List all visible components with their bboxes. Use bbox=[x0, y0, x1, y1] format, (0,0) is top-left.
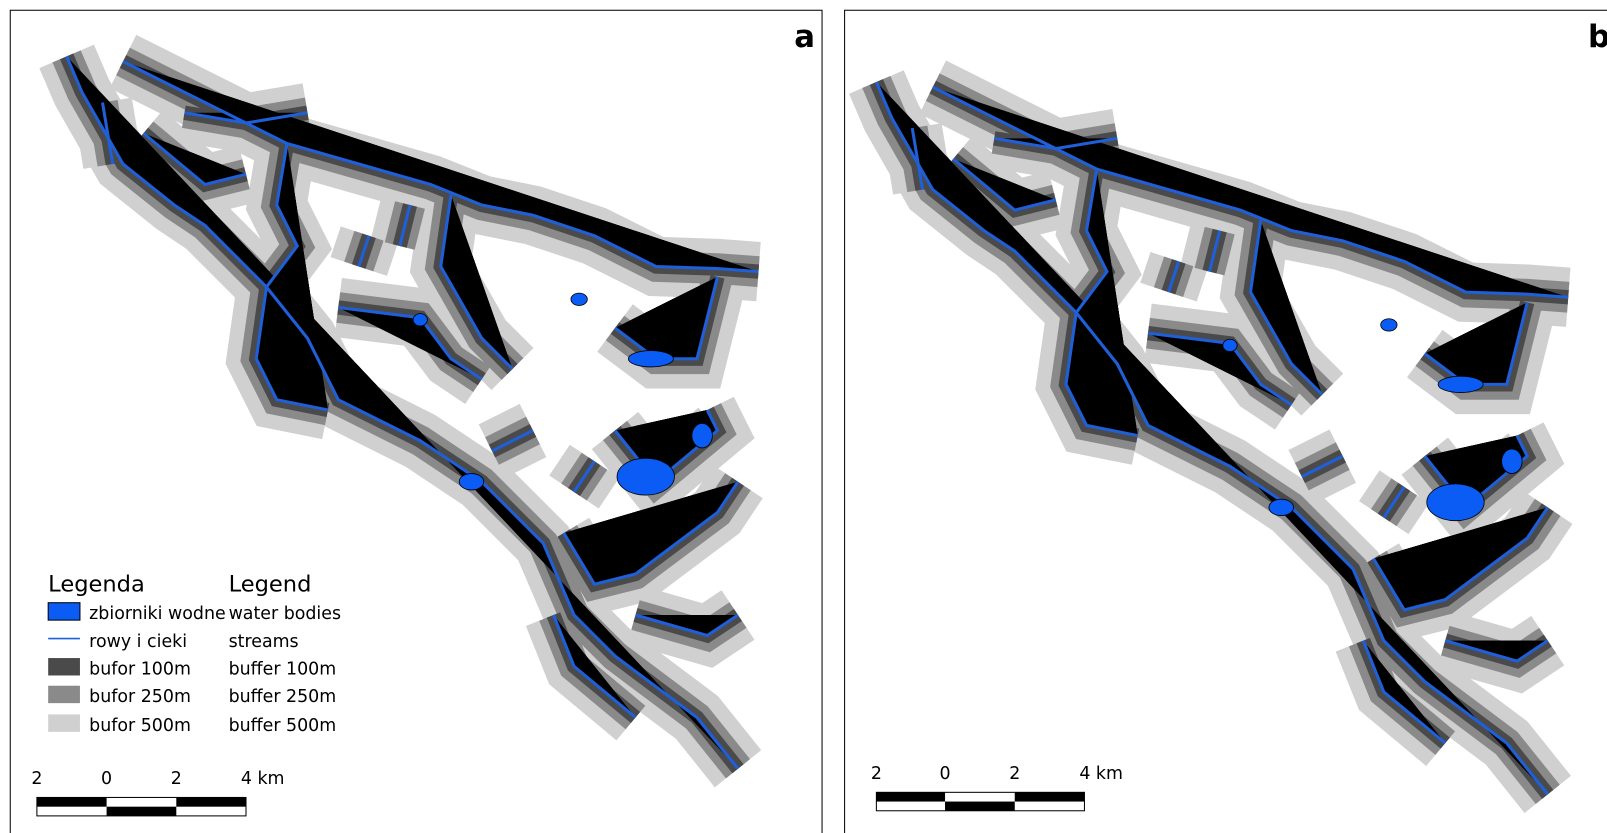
scale-label: 2 bbox=[1009, 764, 1020, 784]
scale-label: 0 bbox=[101, 769, 112, 789]
scale-label: 0 bbox=[940, 764, 951, 784]
page: a Legenda Legend zbiorniki wodne water b… bbox=[0, 0, 1607, 833]
legend-label: buffer 250m bbox=[229, 687, 337, 707]
scale-label: 2 bbox=[31, 769, 42, 789]
legend-label: buffer 100m bbox=[229, 659, 337, 679]
legend-title: Legend bbox=[229, 571, 312, 597]
scale-label: 4 km bbox=[241, 769, 285, 789]
legend-label: rowy i cieki bbox=[89, 632, 187, 652]
legend-title: Legenda bbox=[48, 571, 145, 597]
legend-swatch bbox=[48, 714, 80, 731]
legend-swatch bbox=[48, 686, 80, 703]
scale-segment bbox=[107, 807, 177, 816]
legend-label: buffer 500m bbox=[229, 716, 337, 736]
scale-label: 2 bbox=[871, 764, 882, 784]
legend-label: streams bbox=[229, 632, 299, 652]
scale-segment bbox=[1015, 792, 1085, 801]
scale-segment bbox=[945, 802, 1015, 811]
legend-label: zbiorniki wodne bbox=[89, 604, 226, 624]
legend-label: bufor 250m bbox=[89, 687, 191, 707]
legend-label: bufor 500m bbox=[89, 716, 191, 736]
panels: a Legenda Legend zbiorniki wodne water b… bbox=[10, 10, 1607, 833]
panel-label: b bbox=[1588, 19, 1607, 55]
scale-label: 4 km bbox=[1079, 764, 1123, 784]
figure: a Legenda Legend zbiorniki wodne water b… bbox=[0, 0, 1607, 833]
scale-segment bbox=[37, 797, 107, 806]
scale-segment bbox=[176, 797, 246, 806]
scale-segment bbox=[876, 792, 945, 801]
panel-label: a bbox=[794, 19, 815, 55]
legend-swatch bbox=[48, 603, 80, 620]
legend-swatch bbox=[48, 658, 80, 675]
scale-label: 2 bbox=[171, 769, 182, 789]
legend-label: water bodies bbox=[229, 604, 342, 624]
legend-label: bufor 100m bbox=[89, 659, 191, 679]
